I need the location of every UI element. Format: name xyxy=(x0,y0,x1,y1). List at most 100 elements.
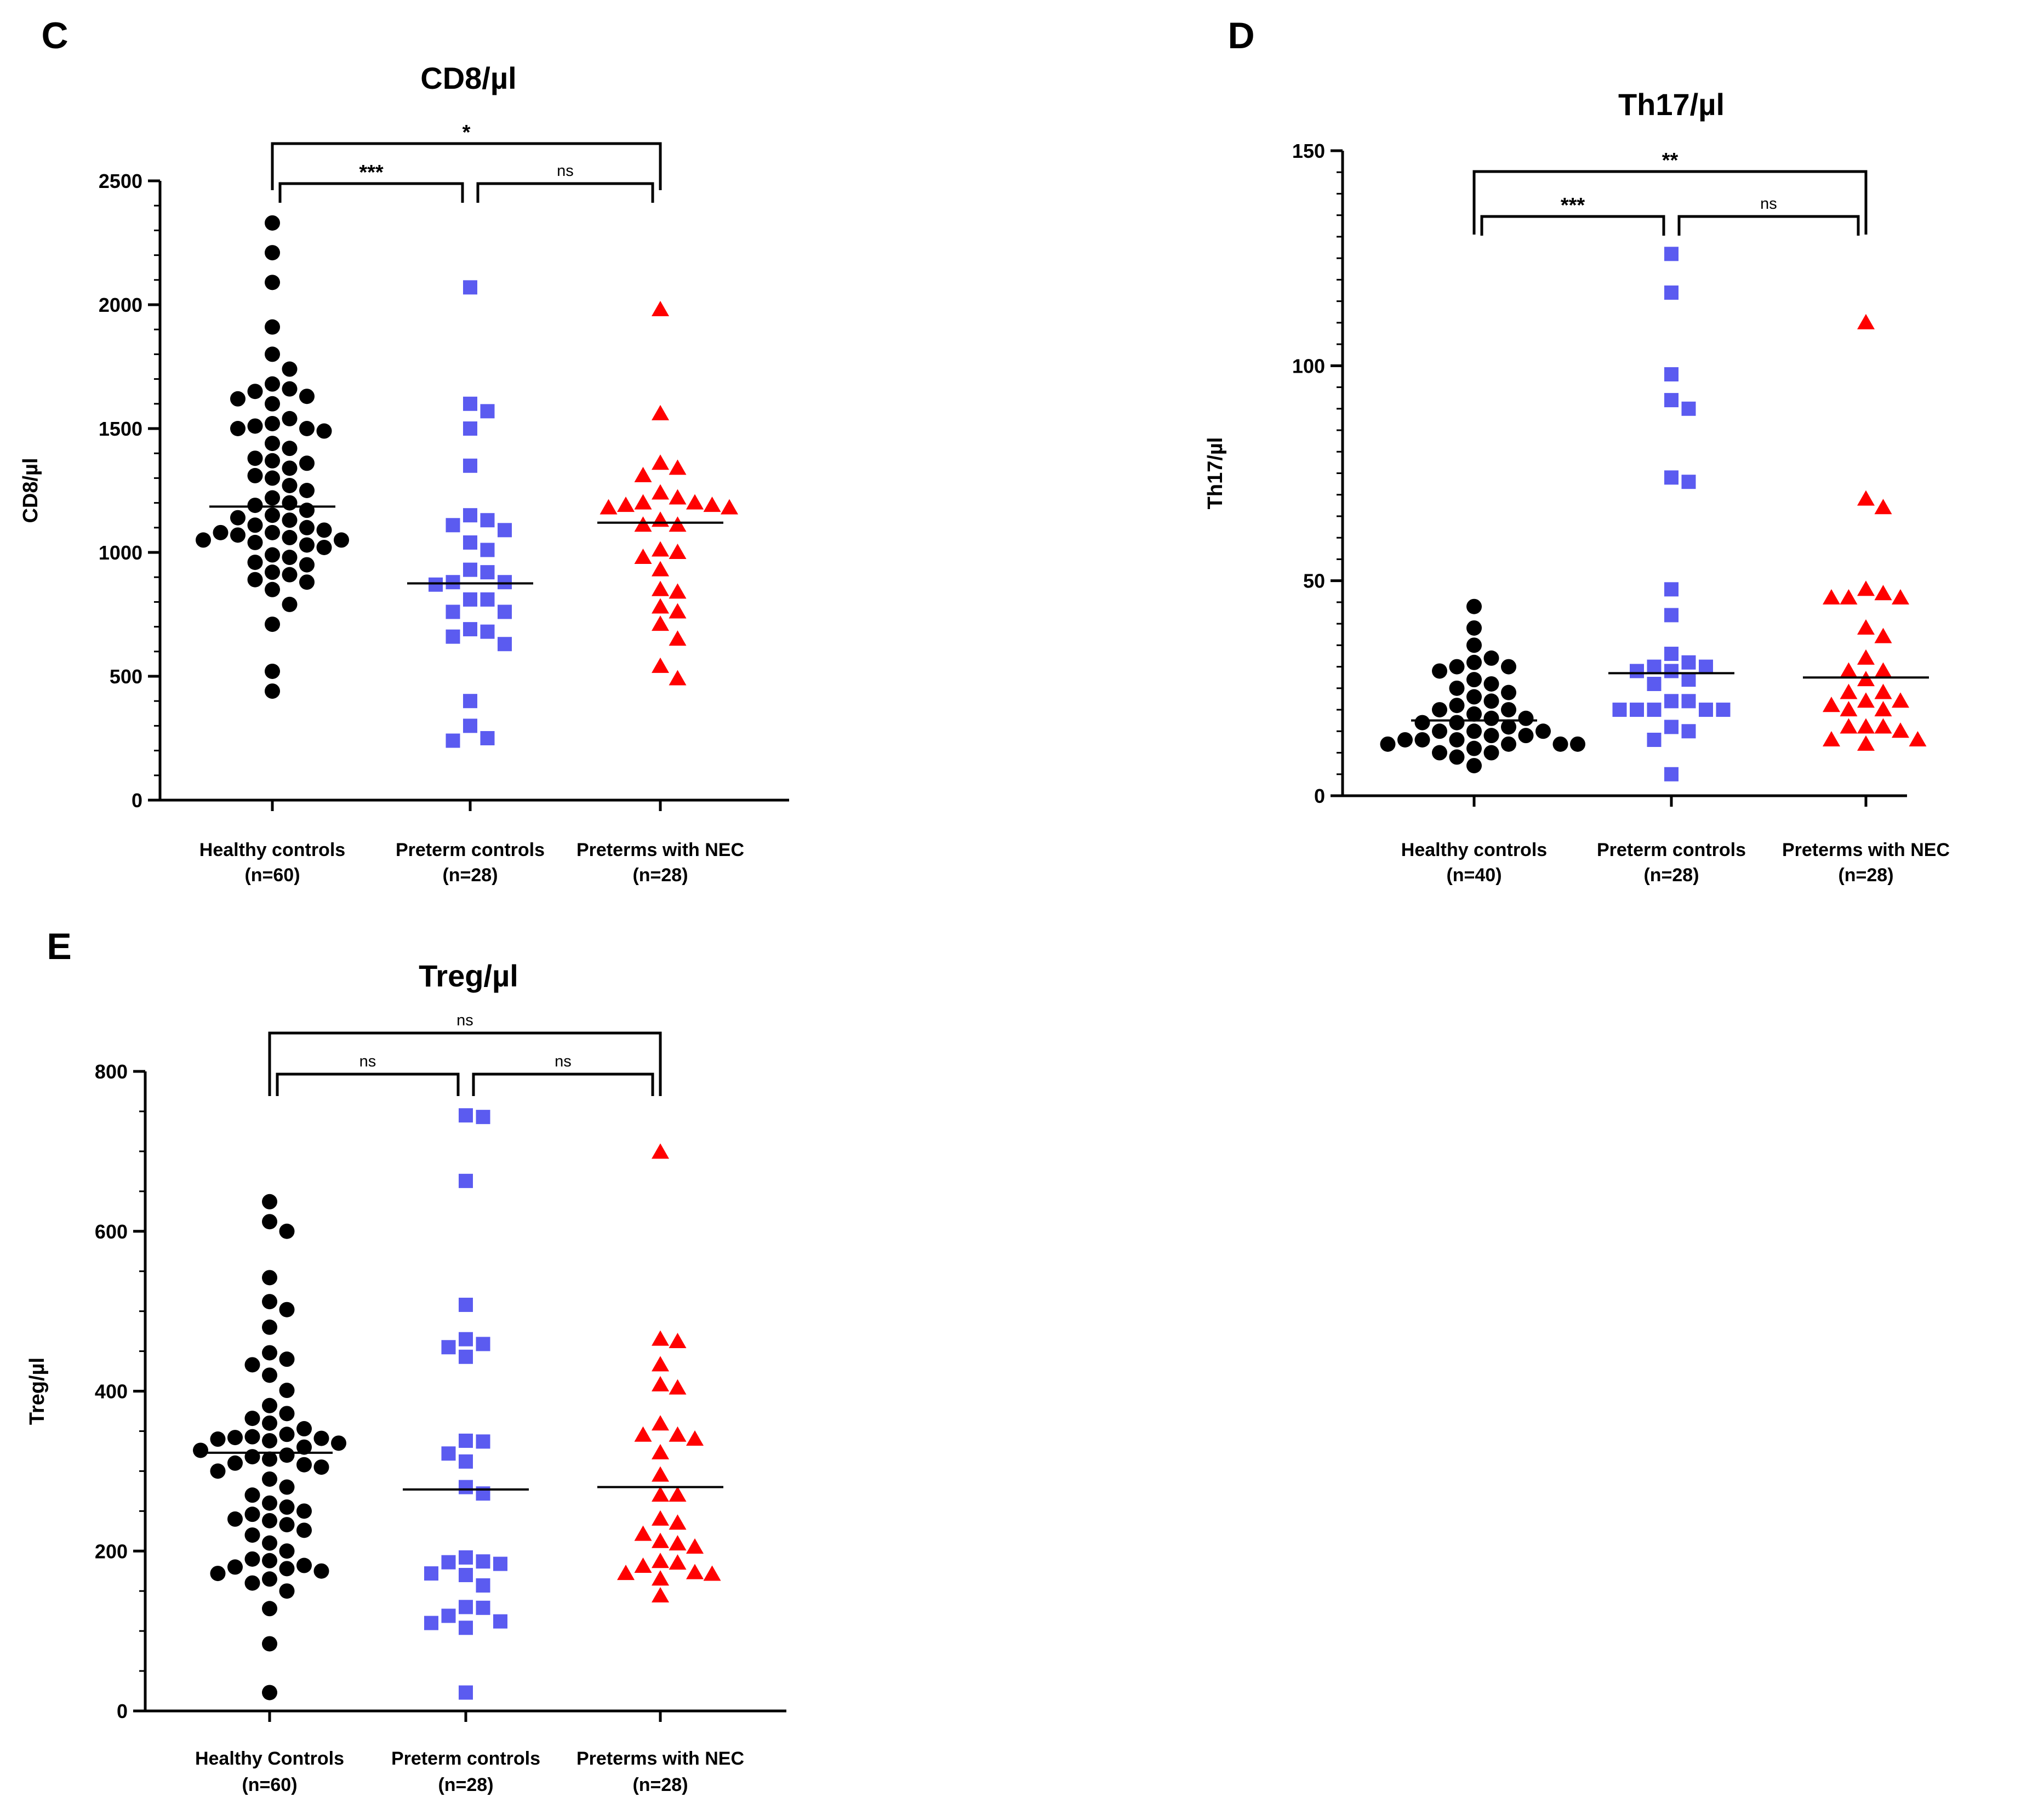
data-point-circle xyxy=(1570,736,1585,752)
data-point-square xyxy=(1699,703,1713,717)
data-point-circle xyxy=(244,1575,260,1591)
data-point-triangle xyxy=(652,1587,669,1602)
data-point-circle xyxy=(230,421,246,436)
data-point-circle xyxy=(299,503,315,518)
data-point-triangle xyxy=(669,459,687,475)
data-point-circle xyxy=(244,1411,260,1427)
data-point-circle xyxy=(230,391,246,407)
data-point-square xyxy=(498,575,512,590)
data-point-triangle xyxy=(634,549,652,564)
data-point-circle xyxy=(265,245,280,261)
y-tick-label: 0 xyxy=(1314,785,1325,807)
data-point-circle xyxy=(265,564,280,580)
data-point-square xyxy=(1699,659,1713,674)
data-point-circle xyxy=(244,1449,260,1465)
data-point-square xyxy=(446,575,460,590)
data-point-square xyxy=(459,1332,473,1347)
category-label: Preterm controls xyxy=(391,1748,540,1769)
category-n-label: (n=60) xyxy=(244,865,300,886)
data-point-square xyxy=(480,731,495,745)
data-point-square xyxy=(480,624,495,639)
data-point-circle xyxy=(296,1557,312,1573)
data-point-triangle xyxy=(652,1553,669,1568)
data-point-triangle xyxy=(1909,731,1927,746)
data-point-triangle xyxy=(1874,585,1892,601)
data-point-circle xyxy=(265,524,280,540)
data-point-circle xyxy=(1535,723,1551,739)
significance-bracket xyxy=(472,1072,654,1096)
data-point-triangle xyxy=(669,1333,687,1349)
category-n-label: (n=28) xyxy=(632,1775,688,1795)
data-point-triangle xyxy=(686,1430,704,1446)
data-point-triangle xyxy=(1874,683,1892,699)
data-point-circle xyxy=(1501,719,1516,735)
data-point-triangle xyxy=(1874,499,1892,515)
data-point-circle xyxy=(210,1463,226,1479)
significance-label: ns xyxy=(557,162,574,180)
data-point-circle xyxy=(1483,693,1499,709)
category-label: Preterm controls xyxy=(396,840,545,860)
data-point-square xyxy=(424,1616,438,1630)
data-point-triangle xyxy=(1857,490,1875,506)
data-point-triangle xyxy=(652,615,669,631)
data-point-circle xyxy=(210,1566,226,1582)
y-axis-label: CD8/µl xyxy=(19,458,42,523)
data-point-circle xyxy=(262,1214,277,1230)
data-point-circle xyxy=(262,1636,277,1652)
data-point-square xyxy=(1681,694,1696,709)
data-point-square xyxy=(463,508,477,523)
data-point-square xyxy=(459,1568,473,1583)
significance-bracket xyxy=(476,182,654,203)
data-point-circle xyxy=(282,550,298,566)
data-point-circle xyxy=(313,1563,329,1579)
significance-bracket xyxy=(271,142,662,190)
data-point-circle xyxy=(1432,745,1447,761)
data-point-circle xyxy=(1414,715,1430,731)
data-point-square xyxy=(446,518,460,533)
y-tick-label: 0 xyxy=(117,1700,128,1722)
data-point-circle xyxy=(1501,684,1516,700)
data-point-triangle xyxy=(669,603,687,619)
data-point-circle xyxy=(1449,680,1465,696)
significance-bracket xyxy=(278,182,464,203)
data-point-circle xyxy=(282,529,298,545)
data-point-circle xyxy=(1552,736,1568,752)
data-point-triangle xyxy=(669,1379,687,1395)
data-point-circle xyxy=(279,1406,295,1422)
data-point-circle xyxy=(265,663,280,679)
data-point-square xyxy=(441,1446,456,1461)
data-point-circle xyxy=(282,477,298,493)
data-point-circle xyxy=(210,1431,226,1447)
data-point-triangle xyxy=(652,1330,669,1346)
data-point-square xyxy=(1681,724,1696,739)
data-point-circle xyxy=(1466,637,1482,653)
data-point-square xyxy=(1647,732,1662,747)
data-point-circle xyxy=(265,436,280,452)
data-point-circle xyxy=(247,450,263,466)
data-point-square xyxy=(459,1297,473,1312)
data-point-circle xyxy=(1483,745,1499,761)
data-point-circle xyxy=(1483,676,1499,692)
data-point-circle xyxy=(1466,723,1482,739)
data-point-circle xyxy=(1449,698,1465,714)
data-point-circle xyxy=(1501,702,1516,718)
data-point-circle xyxy=(262,1319,277,1335)
y-tick-label: 150 xyxy=(1292,140,1325,162)
data-point-triangle xyxy=(652,1486,669,1502)
data-point-triangle xyxy=(634,1557,652,1573)
data-point-circle xyxy=(1501,659,1516,675)
data-point-circle xyxy=(262,1294,277,1310)
category-n-label: (n=28) xyxy=(1838,865,1893,886)
data-point-square xyxy=(476,1337,490,1351)
category-label: Preterm controls xyxy=(1597,840,1746,860)
data-point-circle xyxy=(1518,710,1534,726)
data-point-square xyxy=(498,523,512,538)
data-point-triangle xyxy=(1874,718,1892,734)
data-point-triangle xyxy=(669,583,687,599)
data-point-circle xyxy=(262,1495,277,1511)
data-point-circle xyxy=(316,423,332,439)
data-point-triangle xyxy=(1840,662,1858,678)
data-point-square xyxy=(463,718,477,733)
